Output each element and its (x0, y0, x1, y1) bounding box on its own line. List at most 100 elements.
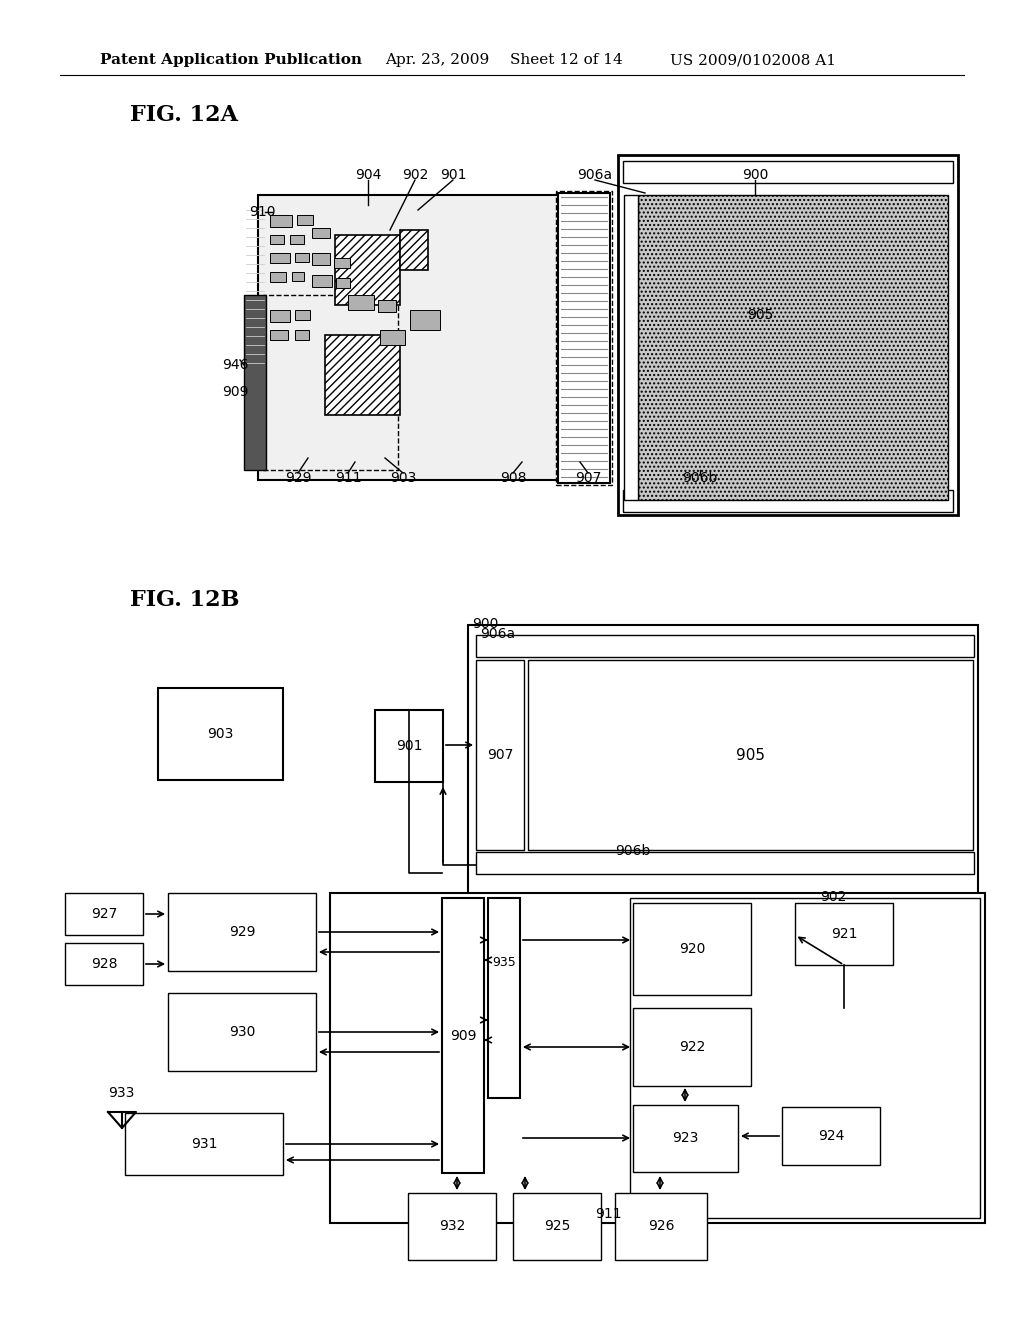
Text: 900: 900 (741, 168, 768, 182)
Bar (375, 710, 443, 781)
Bar (468, 624, 978, 895)
Bar (400, 230, 428, 271)
Bar (638, 195, 948, 500)
Text: 927: 927 (91, 907, 117, 921)
Text: 909: 909 (222, 385, 248, 399)
Bar (295, 330, 309, 341)
Bar (410, 310, 440, 330)
Bar (263, 294, 398, 470)
Bar (270, 272, 286, 282)
Bar (312, 228, 330, 238)
Text: 906b: 906b (682, 471, 718, 484)
Bar (348, 294, 374, 310)
Text: 925: 925 (544, 1220, 570, 1233)
Text: 946: 946 (222, 358, 248, 372)
Text: 933: 933 (108, 1086, 134, 1100)
Text: 924: 924 (818, 1129, 844, 1143)
Bar (633, 1105, 738, 1172)
Text: 903: 903 (390, 471, 416, 484)
Bar (618, 154, 958, 515)
Text: 900: 900 (472, 616, 499, 631)
Bar (270, 235, 284, 244)
Text: 910: 910 (249, 205, 275, 219)
Text: 923: 923 (673, 1131, 698, 1146)
Bar (624, 195, 638, 500)
Bar (334, 257, 350, 268)
Bar (168, 993, 316, 1071)
Text: 901: 901 (395, 739, 422, 752)
Bar (488, 898, 520, 1098)
Text: 903: 903 (207, 727, 233, 741)
Bar (295, 253, 309, 261)
Text: 911: 911 (595, 1206, 622, 1221)
Bar (380, 330, 406, 345)
Text: US 2009/0102008 A1: US 2009/0102008 A1 (670, 53, 836, 67)
Text: FIG. 12A: FIG. 12A (130, 104, 238, 125)
Text: Patent Application Publication: Patent Application Publication (100, 53, 362, 67)
Bar (336, 279, 350, 288)
Bar (125, 1113, 283, 1175)
Bar (630, 898, 980, 1218)
Text: 906a: 906a (578, 168, 612, 182)
Text: 901: 901 (439, 168, 466, 182)
Bar (623, 490, 953, 512)
Bar (312, 253, 330, 265)
Bar (615, 1193, 707, 1261)
Bar (558, 193, 610, 483)
Text: 902: 902 (401, 168, 428, 182)
Text: 929: 929 (285, 471, 311, 484)
Bar (633, 1008, 751, 1086)
Text: 909: 909 (450, 1028, 476, 1043)
Bar (795, 903, 893, 965)
Text: 905: 905 (736, 747, 765, 763)
Bar (528, 660, 973, 850)
Text: 922: 922 (679, 1040, 706, 1053)
Bar (65, 942, 143, 985)
Text: 906a: 906a (480, 627, 515, 642)
Text: 907: 907 (574, 471, 601, 484)
Text: 902: 902 (820, 890, 847, 904)
Bar (270, 310, 290, 322)
Text: 926: 926 (648, 1220, 674, 1233)
Bar (258, 195, 558, 480)
Text: 906b: 906b (615, 843, 650, 858)
Text: 928: 928 (91, 957, 118, 972)
Text: 929: 929 (228, 925, 255, 939)
Bar (782, 1107, 880, 1166)
Bar (476, 635, 974, 657)
Bar (270, 253, 290, 263)
Bar (297, 215, 313, 224)
Text: 931: 931 (190, 1137, 217, 1151)
Bar (290, 235, 304, 244)
Text: 935: 935 (493, 957, 516, 969)
Bar (330, 894, 985, 1224)
Bar (476, 660, 524, 850)
Bar (168, 894, 316, 972)
Bar (408, 1193, 496, 1261)
Bar (312, 275, 332, 286)
Text: 904: 904 (354, 168, 381, 182)
Bar (442, 898, 484, 1173)
Text: 908: 908 (500, 471, 526, 484)
Text: Sheet 12 of 14: Sheet 12 of 14 (510, 53, 623, 67)
Bar (513, 1193, 601, 1261)
Bar (244, 294, 266, 470)
Text: 905: 905 (746, 308, 773, 322)
Bar (556, 191, 612, 484)
Text: 930: 930 (228, 1026, 255, 1039)
Bar (295, 310, 310, 319)
Bar (623, 161, 953, 183)
Bar (65, 894, 143, 935)
Text: Apr. 23, 2009: Apr. 23, 2009 (385, 53, 489, 67)
Text: 921: 921 (830, 927, 857, 941)
Bar (270, 215, 292, 227)
Bar (378, 300, 396, 312)
Text: 911: 911 (335, 471, 361, 484)
Bar (292, 272, 304, 281)
Bar (335, 235, 400, 305)
Bar (476, 851, 974, 874)
Text: FIG. 12B: FIG. 12B (130, 589, 240, 611)
Bar (270, 330, 288, 341)
Bar (158, 688, 283, 780)
Bar (633, 903, 751, 995)
